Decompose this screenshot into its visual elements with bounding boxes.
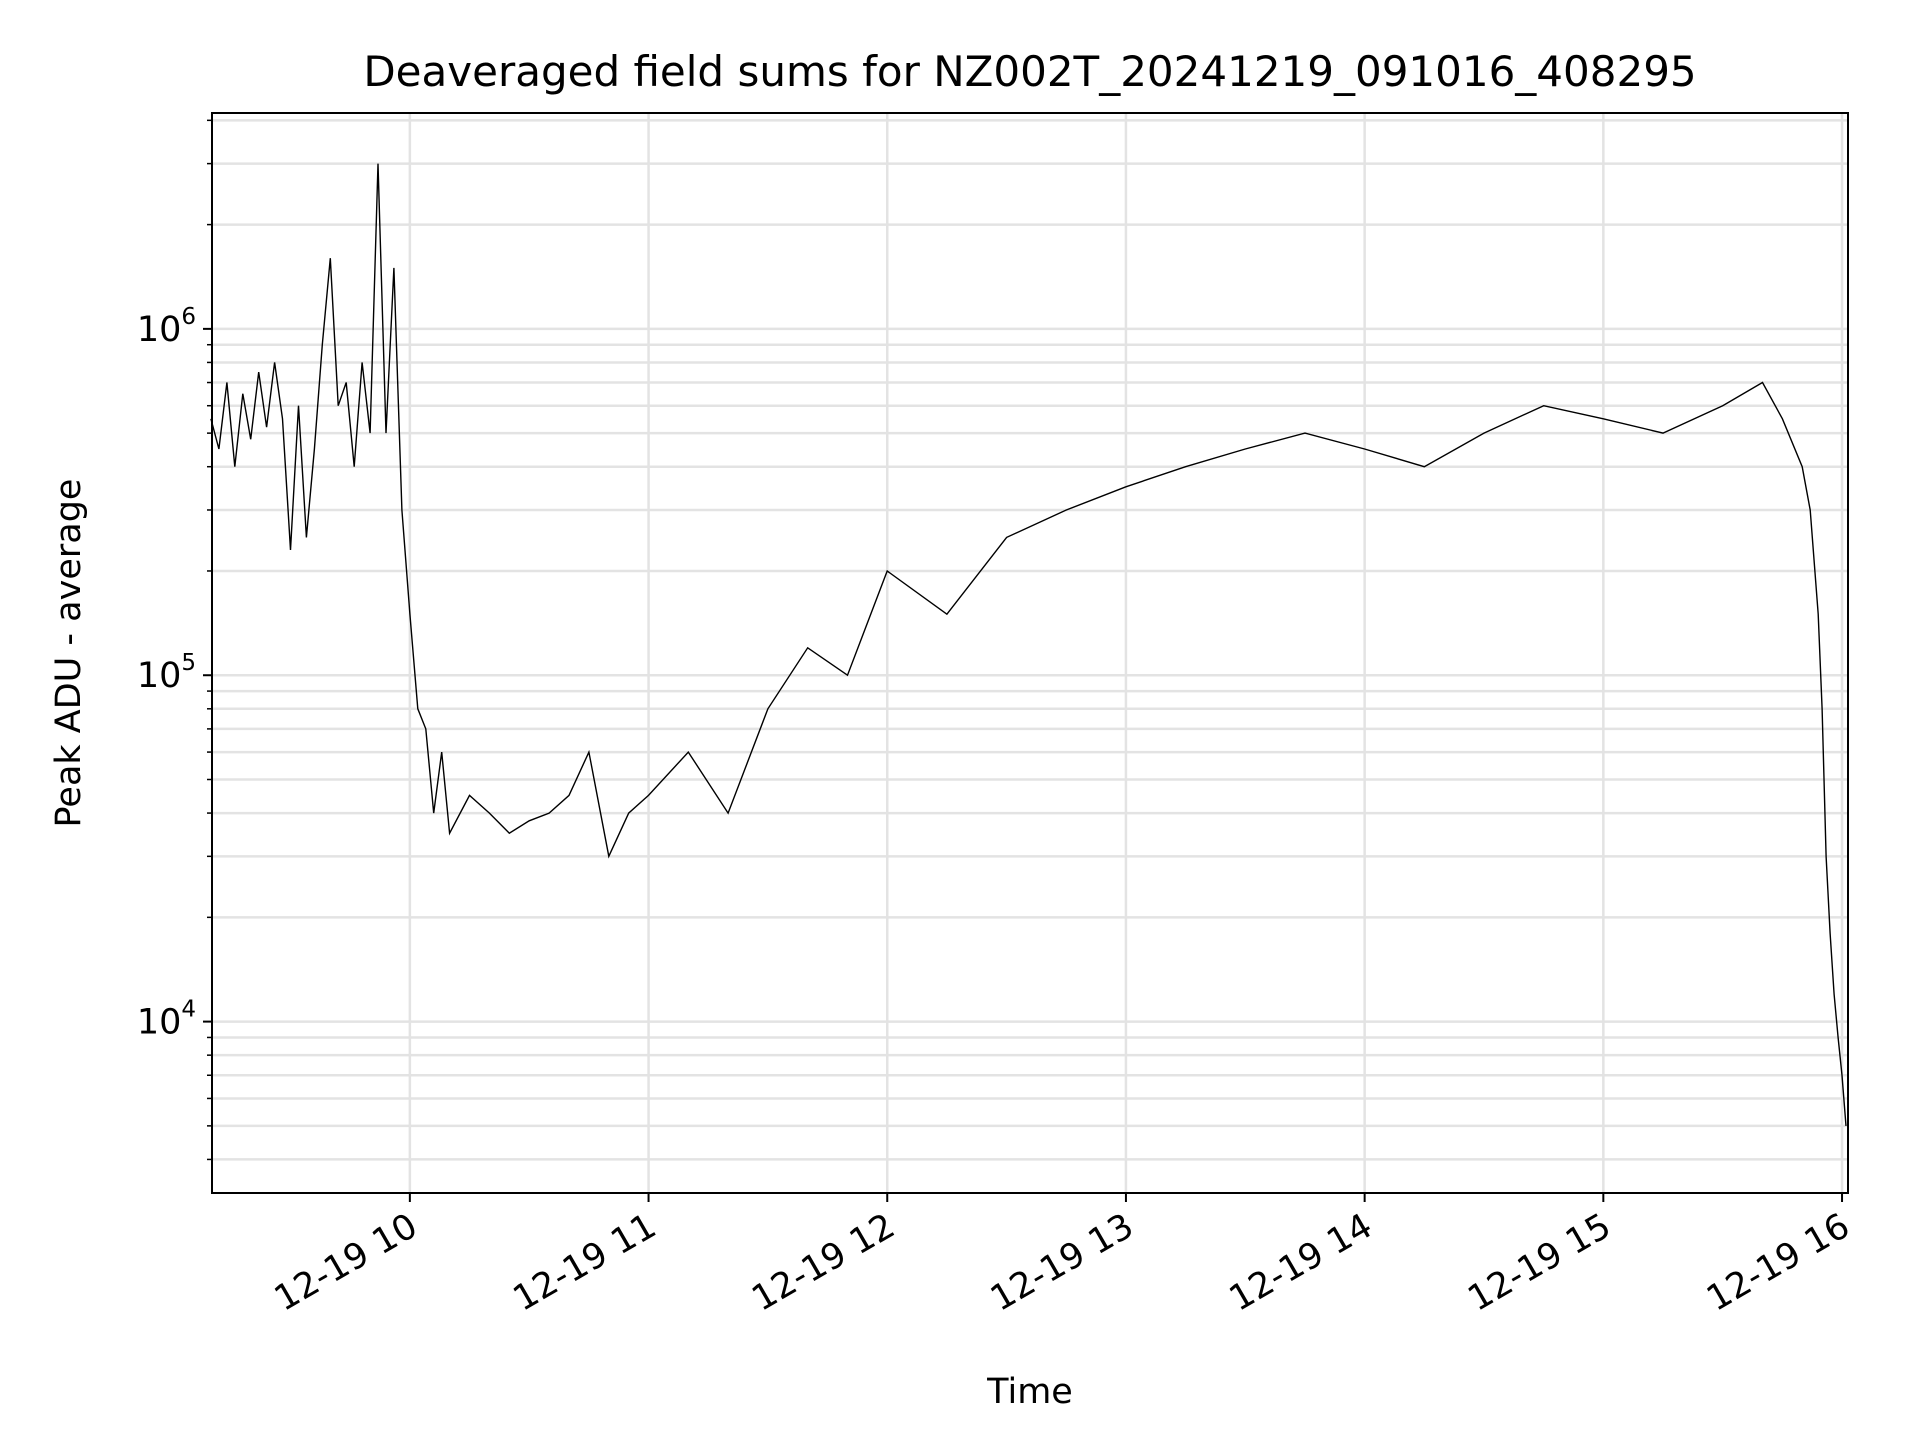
series-group (210, 163, 1847, 1126)
plot-frame (211, 112, 1849, 1194)
x-grid (408, 113, 1844, 1193)
x-tick-label: 12-19 11 (507, 1206, 663, 1319)
x-tick-label: 12-19 16 (1700, 1206, 1856, 1319)
y-tick-label: 104 (137, 997, 196, 1043)
x-axis-label: Time (986, 1372, 1073, 1412)
y-tick-label: 105 (137, 650, 196, 696)
y-axis-label: Peak ADU - average (49, 479, 89, 828)
x-tick-label: 12-19 15 (1462, 1206, 1618, 1319)
plot-background (212, 113, 1848, 1193)
y-tick-label: 106 (137, 304, 196, 350)
y-axis: 104 105 106 (137, 119, 212, 1161)
chart-title: Deaveraged field sums for NZ002T_2024121… (363, 47, 1696, 96)
x-tick-label: 12-19 13 (984, 1206, 1140, 1319)
x-tick-label: 12-19 10 (268, 1206, 424, 1319)
x-tick-label: 12-19 12 (745, 1206, 901, 1319)
x-axis: 12-19 10 12-19 11 12-19 12 12-19 13 12-19 14… (268, 1193, 1857, 1319)
y-grid (212, 119, 1848, 1161)
data-line (210, 163, 1847, 1126)
x-tick-label: 12-19 14 (1223, 1206, 1379, 1319)
